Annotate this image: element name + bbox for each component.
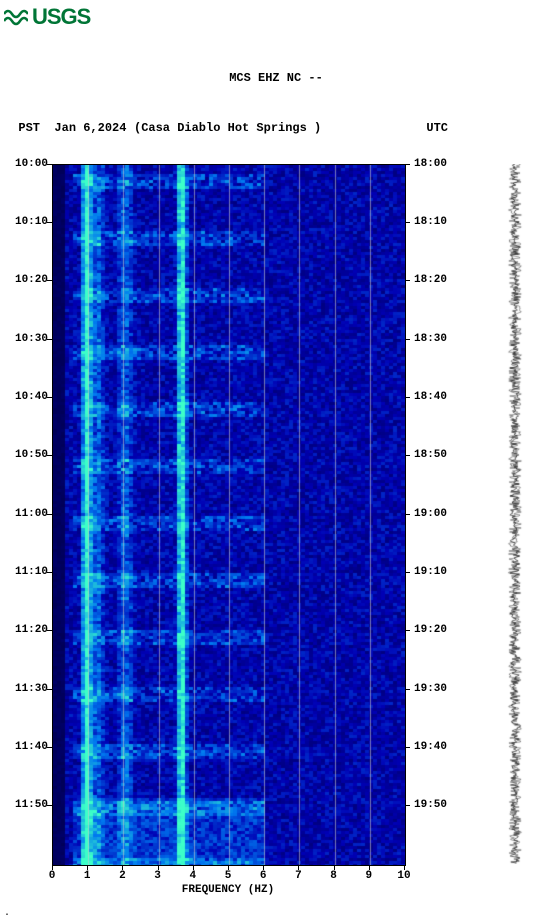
x-label: 6 xyxy=(260,870,267,882)
y-left-label: 11:00 xyxy=(15,508,48,520)
y-right-label: 18:20 xyxy=(414,274,447,286)
y-right-label: 18:00 xyxy=(414,158,447,170)
usgs-logo: USGS xyxy=(4,4,548,30)
y-right-label: 19:10 xyxy=(414,566,447,578)
y-left-label: 10:00 xyxy=(15,158,48,170)
y-right-label: 19:30 xyxy=(414,683,447,695)
header-title: MCS EHZ NC -- xyxy=(4,70,548,87)
wave-icon xyxy=(4,8,28,26)
x-label: 5 xyxy=(225,870,232,882)
x-label: 1 xyxy=(84,870,91,882)
x-label: 8 xyxy=(330,870,337,882)
y-left-label: 10:10 xyxy=(15,216,48,228)
y-left-label: 10:30 xyxy=(15,333,48,345)
y-right-label: 19:40 xyxy=(414,741,447,753)
x-axis-title: FREQUENCY (HZ) xyxy=(52,884,404,896)
y-left-label: 11:20 xyxy=(15,624,48,636)
x-label: 2 xyxy=(119,870,126,882)
spectrogram xyxy=(52,164,406,866)
y-right-label: 18:50 xyxy=(414,449,447,461)
x-label: 7 xyxy=(295,870,302,882)
y-right-label: 19:20 xyxy=(414,624,447,636)
y-right-label: 19:50 xyxy=(414,799,447,811)
y-right-label: 18:10 xyxy=(414,216,447,228)
y-left-label: 11:10 xyxy=(15,566,48,578)
footer: . xyxy=(4,904,548,919)
y-axis-left: 10:0010:1010:2010:3010:4010:5011:0011:10… xyxy=(4,164,50,864)
y-right-label: 19:00 xyxy=(414,508,447,520)
logo-text: USGS xyxy=(32,4,90,30)
x-label: 0 xyxy=(49,870,56,882)
header-left-tz: PST Jan 6,2024 xyxy=(4,120,134,137)
y-left-label: 10:20 xyxy=(15,274,48,286)
plot-area: 10:0010:1010:2010:3010:4010:5011:0011:10… xyxy=(4,164,548,904)
y-left-label: 11:40 xyxy=(15,741,48,753)
y-left-label: 10:40 xyxy=(15,391,48,403)
y-left-label: 10:50 xyxy=(15,449,48,461)
plot-header: MCS EHZ NC -- PST Jan 6,2024 (Casa Diabl… xyxy=(4,36,548,154)
helicorder-trace xyxy=(500,164,530,864)
header-right-tz: UTC xyxy=(368,120,548,137)
y-left-label: 11:30 xyxy=(15,683,48,695)
y-right-label: 18:40 xyxy=(414,391,447,403)
x-label: 4 xyxy=(189,870,196,882)
x-label: 10 xyxy=(397,870,410,882)
header-station: (Casa Diablo Hot Springs ) xyxy=(134,120,368,137)
y-right-label: 18:30 xyxy=(414,333,447,345)
y-axis-right: 18:0018:1018:2018:3018:4018:5019:0019:10… xyxy=(408,164,454,864)
x-label: 3 xyxy=(154,870,161,882)
x-label: 9 xyxy=(365,870,372,882)
y-left-label: 11:50 xyxy=(15,799,48,811)
